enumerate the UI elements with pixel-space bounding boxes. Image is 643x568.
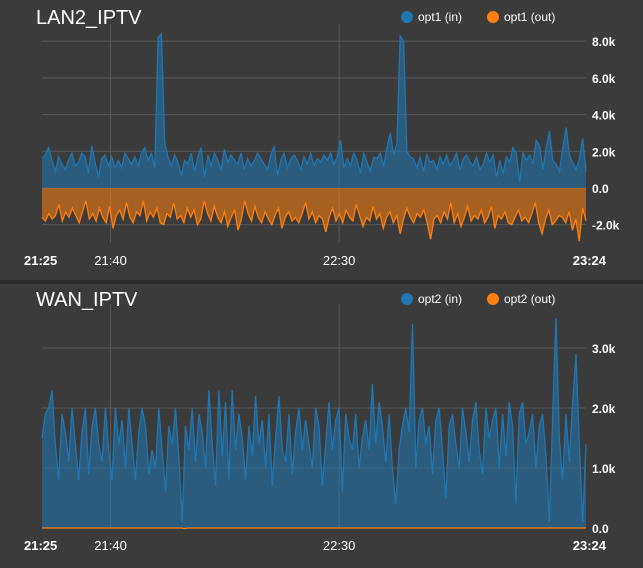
chart-panel-wan-iptv: 3.0k 2.0k 1.0k 0.0 21:25 21:40 22:30 23:24 WAN_… xyxy=(0,284,643,568)
x-tick-label: 22:30 xyxy=(323,538,356,553)
series-areas xyxy=(41,32,587,242)
legend-dot-out xyxy=(487,11,499,23)
series-line-out xyxy=(42,527,586,530)
y-tick-label: 2.0k xyxy=(592,402,616,416)
panel-divider xyxy=(0,280,643,284)
x-tick-label: 21:40 xyxy=(94,253,127,268)
y-tick-label: 8.0k xyxy=(592,35,616,49)
legend-dot-out xyxy=(487,293,499,305)
series-line-out xyxy=(41,200,587,242)
series-areas xyxy=(41,317,587,530)
legend: opt2 (in) opt2 (out) xyxy=(401,292,555,306)
chart-panel-lan2-iptv: 8.0k 6.0k 4.0k 2.0k 0.0 -2.0k 21:25 21:40 22:30 2… xyxy=(0,0,643,282)
wan-iptv-chart: 3.0k 2.0k 1.0k 0.0 21:25 21:40 22:30 23:24 WAN_… xyxy=(24,289,616,553)
y-tick-label: -2.0k xyxy=(592,219,620,233)
x-tick-label: 21:25 xyxy=(24,538,57,553)
axes: 3.0k 2.0k 1.0k 0.0 21:25 21:40 22:30 23:24 xyxy=(24,342,616,553)
legend-dot-in xyxy=(401,293,413,305)
legend-dot-in xyxy=(401,11,413,23)
legend-item-opt2-out[interactable]: opt2 (out) xyxy=(487,292,555,306)
series-area-in xyxy=(42,318,586,528)
y-tick-label: 3.0k xyxy=(592,342,616,356)
y-tick-label: 1.0k xyxy=(592,462,616,476)
lan2-iptv-chart: 8.0k 6.0k 4.0k 2.0k 0.0 -2.0k 21:25 21:40 22:30 2… xyxy=(24,7,620,268)
x-tick-label: 23:24 xyxy=(573,253,607,268)
x-tick-label: 23:24 xyxy=(573,538,607,553)
y-tick-label: 2.0k xyxy=(592,145,616,159)
y-tick-label: 6.0k xyxy=(592,72,616,86)
legend-item-opt1-out[interactable]: opt1 (out) xyxy=(487,10,555,24)
x-tick-label: 22:30 xyxy=(323,253,356,268)
legend-item-opt2-in[interactable]: opt2 (in) xyxy=(401,292,462,306)
legend-label-in: opt1 (in) xyxy=(418,10,462,24)
legend-label-in: opt2 (in) xyxy=(418,292,462,306)
chart-title: LAN2_IPTV xyxy=(36,7,142,29)
y-tick-label: 4.0k xyxy=(592,109,616,123)
y-tick-label: 0.0 xyxy=(592,182,609,196)
axes: 8.0k 6.0k 4.0k 2.0k 0.0 -2.0k 21:25 21:40 22:30 2… xyxy=(24,35,620,268)
series-line-in xyxy=(41,32,587,183)
x-tick-label: 21:25 xyxy=(24,253,57,268)
chart-title: WAN_IPTV xyxy=(36,289,138,311)
legend-label-out: opt1 (out) xyxy=(504,10,555,24)
series-line-in xyxy=(41,317,587,523)
legend-item-opt1-in[interactable]: opt1 (in) xyxy=(401,10,462,24)
x-tick-label: 21:40 xyxy=(94,538,127,553)
legend-label-out: opt2 (out) xyxy=(504,292,555,306)
y-tick-label: 0.0 xyxy=(592,522,609,536)
series-area-out xyxy=(42,187,586,242)
series-area-in xyxy=(42,33,586,188)
legend: opt1 (in) opt1 (out) xyxy=(401,10,555,24)
